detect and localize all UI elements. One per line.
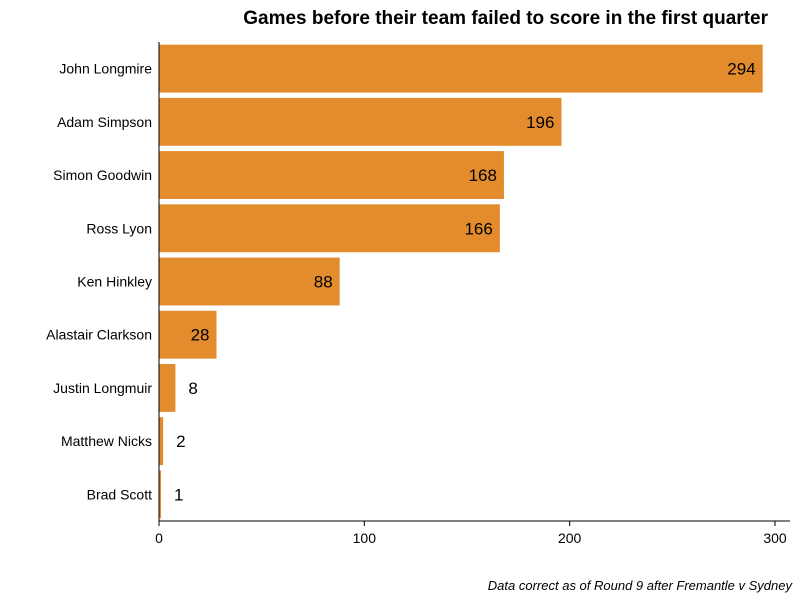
bar (159, 257, 340, 306)
x-tick-label: 0 (155, 530, 163, 546)
x-tick-label: 200 (558, 530, 582, 546)
bar (159, 470, 162, 519)
category-label: Ken Hinkley (77, 274, 152, 290)
category-label: Matthew Nicks (61, 433, 152, 449)
data-label: 1 (174, 485, 183, 504)
bars-group (159, 44, 763, 519)
category-label: Alastair Clarkson (46, 327, 152, 343)
x-tick-label: 100 (353, 530, 377, 546)
chart-title: Games before their team failed to score … (243, 8, 768, 29)
bar (159, 363, 176, 412)
data-label: 28 (191, 326, 210, 345)
category-label: Simon Goodwin (53, 167, 152, 183)
bar (159, 44, 763, 93)
data-label: 88 (314, 273, 333, 292)
category-label: Brad Scott (87, 486, 152, 502)
bar (159, 204, 500, 253)
data-label: 166 (464, 219, 492, 238)
data-label: 2 (176, 432, 185, 451)
data-labels: 294 196 168 166 88 28 8 2 1 (174, 60, 756, 505)
category-label: Justin Longmuir (53, 380, 152, 396)
category-label: Adam Simpson (57, 114, 152, 130)
x-tick-label: 300 (763, 530, 787, 546)
bar (159, 151, 504, 200)
category-label: John Longmire (59, 61, 152, 77)
bar (159, 97, 562, 146)
category-label: Ross Lyon (86, 220, 152, 236)
data-label: 196 (526, 113, 554, 132)
bar (159, 417, 164, 466)
data-label: 8 (188, 379, 197, 398)
data-label: 168 (469, 166, 497, 185)
footnote: Data correct as of Round 9 after Fremant… (488, 578, 794, 593)
category-labels: John Longmire Adam Simpson Simon Goodwin Ro… (46, 61, 152, 503)
data-label: 294 (727, 60, 755, 79)
x-axis-ticks: 0 100 200 300 (155, 521, 787, 546)
bar (159, 310, 217, 359)
